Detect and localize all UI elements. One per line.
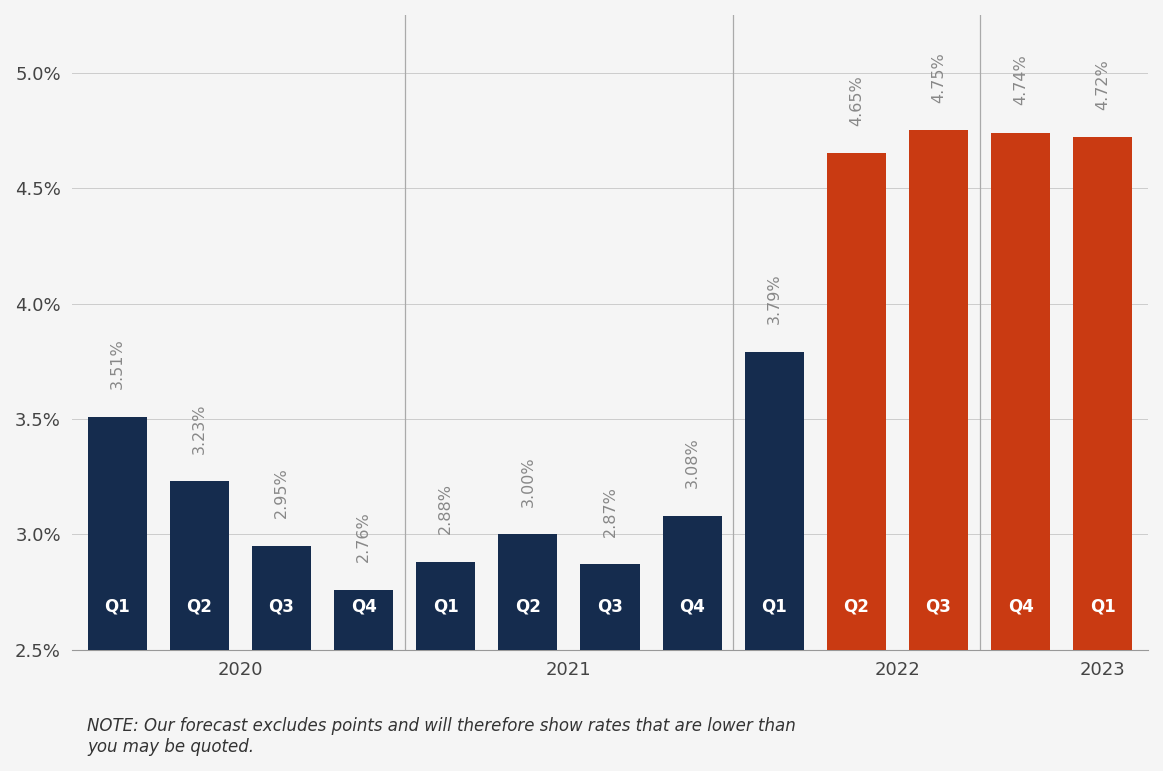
- Text: 2.76%: 2.76%: [356, 511, 371, 562]
- Text: Q4: Q4: [679, 598, 705, 615]
- Bar: [909, 130, 968, 650]
- Text: 3.23%: 3.23%: [192, 403, 207, 453]
- Bar: [416, 562, 476, 650]
- Text: Q3: Q3: [269, 598, 294, 615]
- Text: 4.74%: 4.74%: [1013, 54, 1028, 105]
- Text: 3.08%: 3.08%: [685, 437, 700, 488]
- Bar: [334, 590, 393, 650]
- Bar: [87, 416, 147, 650]
- Text: 2.88%: 2.88%: [438, 483, 454, 534]
- Text: 3.00%: 3.00%: [520, 456, 535, 507]
- Text: 4.72%: 4.72%: [1096, 59, 1111, 109]
- Text: Q1: Q1: [762, 598, 787, 615]
- Bar: [252, 546, 311, 650]
- Text: 3.51%: 3.51%: [109, 338, 124, 389]
- Text: Q1: Q1: [433, 598, 458, 615]
- Text: Q2: Q2: [515, 598, 541, 615]
- Bar: [580, 564, 640, 650]
- Text: Q2: Q2: [186, 598, 212, 615]
- Text: Q1: Q1: [1090, 598, 1115, 615]
- Text: 2.95%: 2.95%: [274, 467, 288, 518]
- Bar: [663, 516, 722, 650]
- Text: Q3: Q3: [926, 598, 951, 615]
- Text: 4.75%: 4.75%: [932, 52, 946, 103]
- Text: Q3: Q3: [597, 598, 623, 615]
- Text: NOTE: Our forecast excludes points and will therefore show rates that are lower : NOTE: Our forecast excludes points and w…: [87, 717, 795, 756]
- Text: Q1: Q1: [105, 598, 130, 615]
- Text: 3.79%: 3.79%: [766, 274, 782, 325]
- Text: 2.87%: 2.87%: [602, 486, 618, 537]
- Bar: [498, 534, 557, 650]
- Bar: [744, 352, 804, 650]
- Text: Q4: Q4: [350, 598, 377, 615]
- Bar: [991, 133, 1050, 650]
- Text: Q2: Q2: [843, 598, 870, 615]
- Text: 4.65%: 4.65%: [849, 75, 864, 126]
- Bar: [827, 153, 886, 650]
- Bar: [1073, 137, 1133, 650]
- Bar: [170, 481, 229, 650]
- Text: Q4: Q4: [1008, 598, 1034, 615]
